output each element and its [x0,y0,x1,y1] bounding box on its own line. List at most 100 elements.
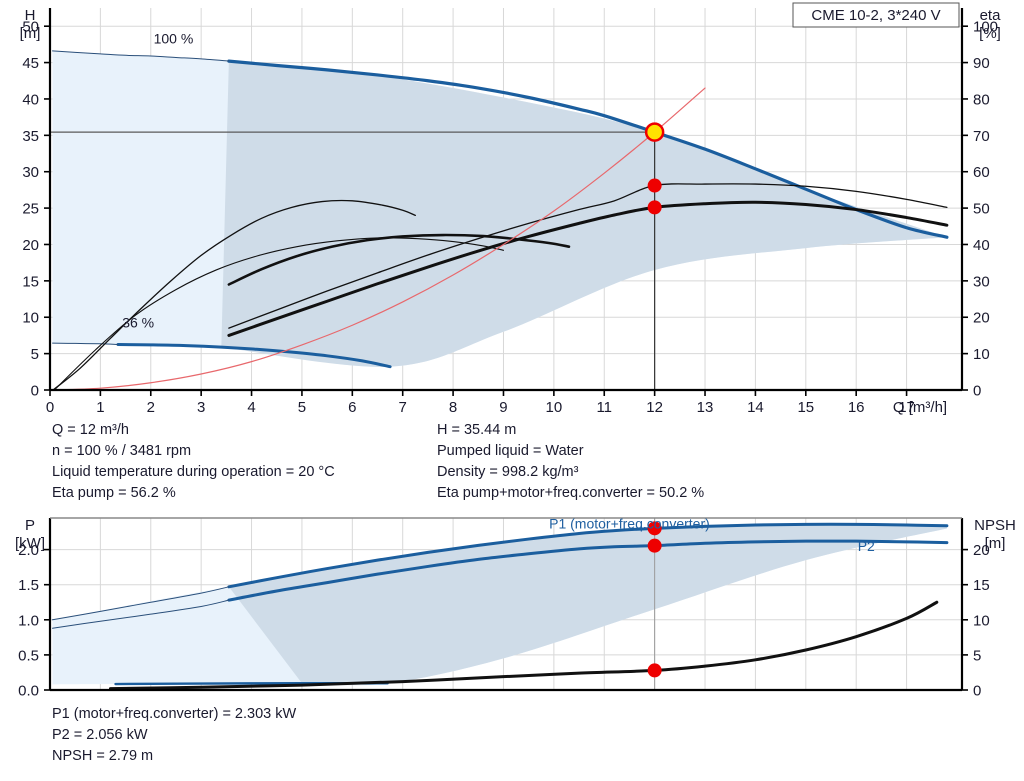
result-line: Liquid temperature during operation = 20… [52,464,335,480]
x-tick-label: 12 [646,399,663,416]
x-tick-label: 1 [96,399,104,416]
result-line: Eta pump+motor+freq.converter = 50.2 % [437,485,705,501]
x-tick-label: 9 [499,399,507,416]
curve-annotation: 100 % [154,31,194,47]
series-curve [227,522,949,589]
model-title-label: CME 10-2, 3*240 V [811,7,940,24]
y2-tick-label: 40 [973,237,990,254]
y-tick-label: 0 [31,383,39,400]
y2-axis-title: NPSH [974,517,1016,534]
y-tick-label: 30 [22,164,39,181]
result-line: H = 35.44 m [437,422,517,438]
y-axis-title: H [25,7,36,24]
series-curve [53,199,416,390]
result-line: n = 100 % / 3481 rpm [52,443,192,459]
y2-tick-label: 20 [973,542,990,559]
duty-point-marker[interactable] [647,521,662,536]
x-tick-label: 2 [147,399,155,416]
result-line: P1 (motor+freq.converter) = 2.303 kW [52,706,297,722]
series-curve [108,600,939,691]
y2-tick-label: 5 [973,647,981,664]
operating-range-shaded-area [228,524,947,686]
series-curve [227,233,571,286]
results-bottom: P1 (motor+freq.converter) = 2.303 kW P2 =… [52,704,296,767]
x-tick-label: 7 [399,399,407,416]
y-tick-label: 5 [31,346,39,363]
duty-point-marker[interactable] [647,538,662,553]
y2-tick-label: 0 [973,383,981,400]
series-curve [227,59,949,239]
operating-range-shaded-area [221,61,947,367]
y2-axis-unit: [%] [979,25,1001,42]
x-tick-label: 10 [546,399,563,416]
series-curve [116,343,392,369]
curve-annotation: P2 [858,538,875,554]
y2-tick-label: 90 [973,55,990,72]
y2-axis-unit: [m] [985,535,1006,552]
y-tick-label: 10 [22,310,39,327]
x-tick-label: 16 [848,399,865,416]
y-axis-unit: [kW] [15,535,45,552]
y-tick-label: 0.0 [18,683,39,700]
x-tick-label: 6 [348,399,356,416]
series-curve [49,87,706,391]
x-tick-label: 8 [449,399,457,416]
y2-tick-label: 15 [973,577,990,594]
x-axis-title: Q [m³/h] [893,399,947,416]
results-top-right: H = 35.44 m Pumped liquid = Water Density … [437,420,704,504]
series-curve [227,200,949,337]
eta-duty-marker [647,178,662,193]
result-line: Eta pump = 56.2 % [52,485,176,501]
y-tick-label: 50 [22,19,39,36]
result-line: Q = 12 m³/h [52,422,129,438]
y-tick-label: 35 [22,128,39,145]
result-line: NPSH = 2.79 m [52,748,154,764]
model-title-box-frame [792,2,960,28]
y-tick-label: 1.0 [18,612,39,629]
x-tick-label: 15 [797,399,814,416]
result-line: Pumped liquid = Water [437,443,584,459]
duty-point-marker[interactable] [647,663,662,678]
y2-tick-label: 50 [973,201,990,218]
y-tick-label: 40 [22,91,39,108]
x-tick-label: 17 [898,399,915,416]
x-tick-label: 13 [697,399,714,416]
y-tick-label: 15 [22,273,39,290]
head-efficiency-chart: 0510152025303540455001020304050607080901… [20,2,1002,416]
power-npsh-chart: 0.0 0.5 1.0 1.5 2.0 0 5 10 15 20 P[kW] NPSH[m] P1 (m… [15,516,1016,700]
y-tick-label: 1.5 [18,577,39,594]
series-curve [54,237,505,390]
y-tick-label: 25 [22,201,39,218]
y-axis-title: P [25,517,35,534]
curve-annotation: 36 % [122,314,154,330]
y2-tick-label: 0 [973,683,981,700]
series-curve [52,342,119,346]
duty-point-marker[interactable] [644,122,665,142]
y-axis-unit: [m] [20,25,41,42]
y-tick-label: 20 [22,237,39,254]
x-tick-label: 5 [298,399,306,416]
x-tick-label: 3 [197,399,205,416]
results-top-left: Q = 12 m³/h n = 100 % / 3481 rpm Liquid te… [52,420,335,504]
y-tick-label: 45 [22,55,39,72]
result-line: P2 = 2.056 kW [52,727,148,743]
y2-tick-label: 20 [973,310,990,327]
series-curve [52,599,230,629]
series-curve [52,586,230,621]
y2-tick-label: 10 [973,346,990,363]
curve-annotation: P1 (motor+freq.converter) [549,516,710,532]
y2-tick-label: 10 [973,612,990,629]
result-line: Density = 998.2 kg/m³ [437,464,579,480]
x-tick-label: 4 [247,399,255,416]
y2-tick-label: 30 [973,273,990,290]
eta-duty-marker [647,200,662,215]
x-tick-label: 11 [596,399,612,416]
series-curve [52,50,230,62]
model-title-box: CME 10-2, 3*240 V [792,2,960,28]
y-tick-label: 2.0 [18,542,39,559]
y2-axis-title: eta [980,7,1002,24]
x-tick-label: 14 [747,399,764,416]
y2-tick-label: 100 [973,19,998,36]
y2-tick-label: 60 [973,164,990,181]
